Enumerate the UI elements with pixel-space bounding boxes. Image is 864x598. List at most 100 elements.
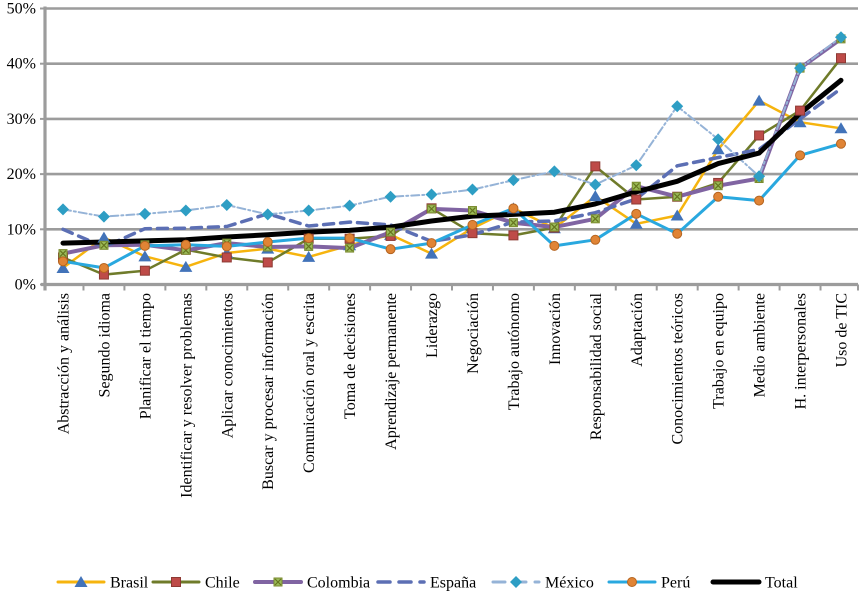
legend-label: Colombia	[307, 575, 370, 592]
y-tick-label: 20%	[7, 166, 36, 183]
marker-circle	[713, 191, 724, 202]
legend-label: Perú	[661, 575, 690, 592]
x-category-label: Negociación	[465, 293, 482, 374]
x-category-label: Innovación	[547, 293, 564, 365]
marker-diamond	[302, 204, 315, 217]
marker-triangle	[138, 250, 152, 262]
series-line-espana	[61, 86, 843, 249]
marker-diamond	[261, 208, 274, 221]
marker-circle	[549, 240, 560, 251]
marker-circle	[262, 236, 273, 247]
marker-x-glyph	[100, 241, 108, 249]
marker-circle	[344, 233, 355, 244]
series-markers-peru	[58, 138, 846, 273]
marker-x-glyph	[469, 207, 476, 214]
marker-x-glyph	[387, 228, 395, 236]
marker-square	[836, 53, 846, 64]
marker-circle	[303, 233, 314, 244]
x-category-label: Aprendizaje permanente	[383, 293, 400, 450]
series-line-colombia	[61, 36, 843, 256]
marker-diamond	[589, 178, 602, 191]
marker-diamond	[671, 100, 684, 113]
legend-label: México	[545, 575, 594, 592]
y-tick-label: 40%	[7, 56, 36, 73]
legend-item-colombia: Colombia	[253, 575, 370, 592]
series-peru	[61, 142, 843, 270]
legend-label: Chile	[205, 575, 240, 592]
marker-triangle	[97, 231, 111, 243]
marker-diamond	[384, 190, 397, 203]
x-category-label: Comunicación oral y escrita	[301, 293, 318, 473]
legend-item-peru: Perú	[607, 575, 690, 592]
marker-circle	[631, 208, 642, 219]
marker-square	[795, 105, 806, 116]
y-tick-label: 50%	[7, 1, 36, 18]
marker-diamond	[425, 188, 438, 201]
marker-triangle	[711, 143, 725, 155]
x-category-label: Responsabilidad social	[588, 292, 605, 440]
marker-x-glyph	[274, 578, 282, 586]
series-markers-mexico	[57, 31, 847, 223]
marker-square	[754, 130, 765, 141]
marker-x-glyph	[714, 182, 722, 190]
marker-diamond	[220, 199, 233, 212]
x-category-label: Trabajo autónomo	[506, 293, 523, 410]
x-category-label: Segundo idioma	[96, 293, 113, 397]
marker-diamond	[179, 204, 192, 217]
marker-circle	[385, 244, 396, 255]
marker-diamond	[753, 170, 766, 183]
x-category-label: Toma de decisiones	[342, 293, 359, 419]
marker-circle	[508, 203, 519, 214]
marker-triangle	[179, 260, 193, 272]
marker-x-glyph	[509, 219, 517, 227]
marker-diamond	[835, 31, 847, 44]
marker-circle	[426, 238, 437, 249]
x-category-label: Medio ambiente	[752, 293, 769, 397]
marker-circle	[836, 138, 846, 149]
marker-diamond	[138, 207, 151, 220]
marker-circle	[627, 577, 637, 587]
y-tick-label: 0%	[15, 277, 36, 294]
marker-triangle	[834, 122, 848, 134]
marker-diamond	[548, 165, 561, 178]
series-total	[60, 77, 844, 246]
x-category-label: Adaptación	[629, 293, 646, 367]
legend-item-espana: España	[376, 575, 476, 592]
x-category-label: H. interpersonales	[793, 293, 810, 409]
x-category-label: Conocimientos teóricos	[670, 293, 687, 445]
legend-label: Brasil	[110, 575, 149, 592]
marker-diamond	[510, 576, 522, 588]
x-category-label: Buscar y procesar información	[260, 293, 277, 490]
marker-x-glyph	[305, 242, 313, 250]
x-category-label: Identificar y resolver problemas	[178, 293, 195, 498]
x-category-label: Uso de TIC	[834, 293, 851, 367]
marker-triangle	[629, 217, 643, 229]
marker-triangle	[588, 190, 602, 202]
series-espana	[61, 86, 843, 249]
marker-circle	[98, 262, 109, 273]
marker-triangle	[752, 94, 766, 106]
marker-circle	[467, 219, 478, 230]
series-colombia	[61, 36, 843, 256]
marker-diamond	[630, 159, 643, 172]
marker-square	[467, 228, 478, 239]
marker-x-glyph	[550, 223, 558, 231]
marker-x-glyph	[673, 193, 681, 201]
marker-square	[171, 577, 181, 587]
legend-item-chile: Chile	[151, 575, 240, 592]
marker-triangle	[56, 261, 70, 273]
x-category-label: Trabajo en equipo	[711, 293, 728, 409]
x-category-label: Aplicar conocimientos	[219, 293, 236, 438]
marker-circle	[672, 228, 683, 239]
marker-triangle	[74, 576, 88, 587]
y-tick-label: 30%	[7, 111, 36, 128]
legend-item-brasil: Brasil	[56, 575, 149, 592]
marker-diamond	[343, 199, 356, 212]
legend-label: España	[430, 575, 476, 592]
x-category-label: Planificar el tiempo	[137, 293, 154, 419]
series-line-peru	[61, 142, 843, 270]
marker-diamond	[466, 183, 479, 196]
marker-x-glyph	[59, 250, 67, 258]
marker-triangle	[302, 250, 316, 262]
